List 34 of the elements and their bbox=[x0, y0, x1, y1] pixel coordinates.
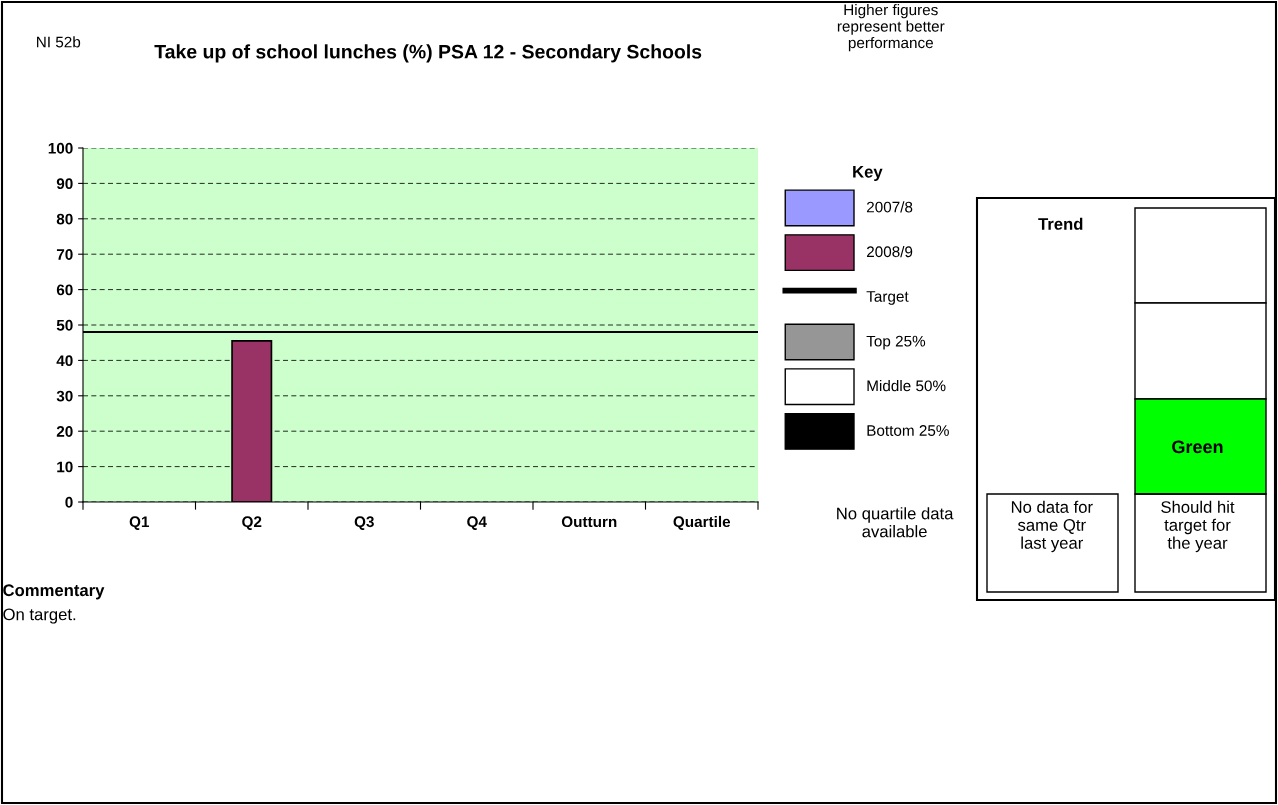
y-tick-label: 50 bbox=[56, 319, 73, 331]
y-tick-label: 10 bbox=[57, 461, 73, 473]
text: Trend bbox=[1038, 217, 1083, 230]
x-tick-label: Outturn bbox=[561, 516, 617, 528]
y-tick-label: 40 bbox=[56, 355, 73, 367]
y-tick-label: 90 bbox=[56, 178, 73, 190]
y-tick-label: 0 bbox=[65, 496, 73, 508]
y-tick-label: 60 bbox=[56, 284, 73, 296]
text: Higher figures represent better performance bbox=[837, 4, 945, 52]
text: No data for same Qtr last year bbox=[1011, 500, 1093, 553]
chart-title: Take up of school lunches (%) PSA 12 - Secondary Schools bbox=[154, 44, 702, 63]
text: Green bbox=[1172, 440, 1223, 454]
y-tick-label: 20 bbox=[56, 426, 73, 437]
text: Commentary bbox=[3, 584, 105, 600]
y-tick-label: 80 bbox=[56, 213, 73, 225]
legend-label: Top 25% bbox=[866, 335, 926, 350]
legend-label: 2007/8 bbox=[866, 201, 913, 213]
y-tick-label: 70 bbox=[56, 249, 73, 260]
x-tick-label: Q3 bbox=[354, 516, 374, 530]
legend-title: Key bbox=[853, 166, 883, 182]
y-tick-label: 100 bbox=[48, 142, 73, 154]
legend-label: Middle 50% bbox=[867, 380, 946, 392]
text: No quartile data available bbox=[837, 507, 954, 538]
legend-label: 2008/9 bbox=[866, 245, 913, 258]
text: NI 52b bbox=[37, 36, 81, 48]
x-tick-label: Q1 bbox=[129, 516, 150, 530]
text: Should hit target for the year bbox=[1161, 500, 1235, 553]
legend-label: Bottom 25% bbox=[867, 425, 949, 436]
legend-label: Target bbox=[866, 291, 909, 305]
x-tick-label: Q2 bbox=[242, 516, 262, 530]
x-tick-label: Quartile bbox=[673, 515, 731, 530]
text: On target. bbox=[3, 608, 76, 624]
y-tick-label: 30 bbox=[56, 390, 73, 402]
x-tick-label: Q4 bbox=[467, 516, 487, 530]
